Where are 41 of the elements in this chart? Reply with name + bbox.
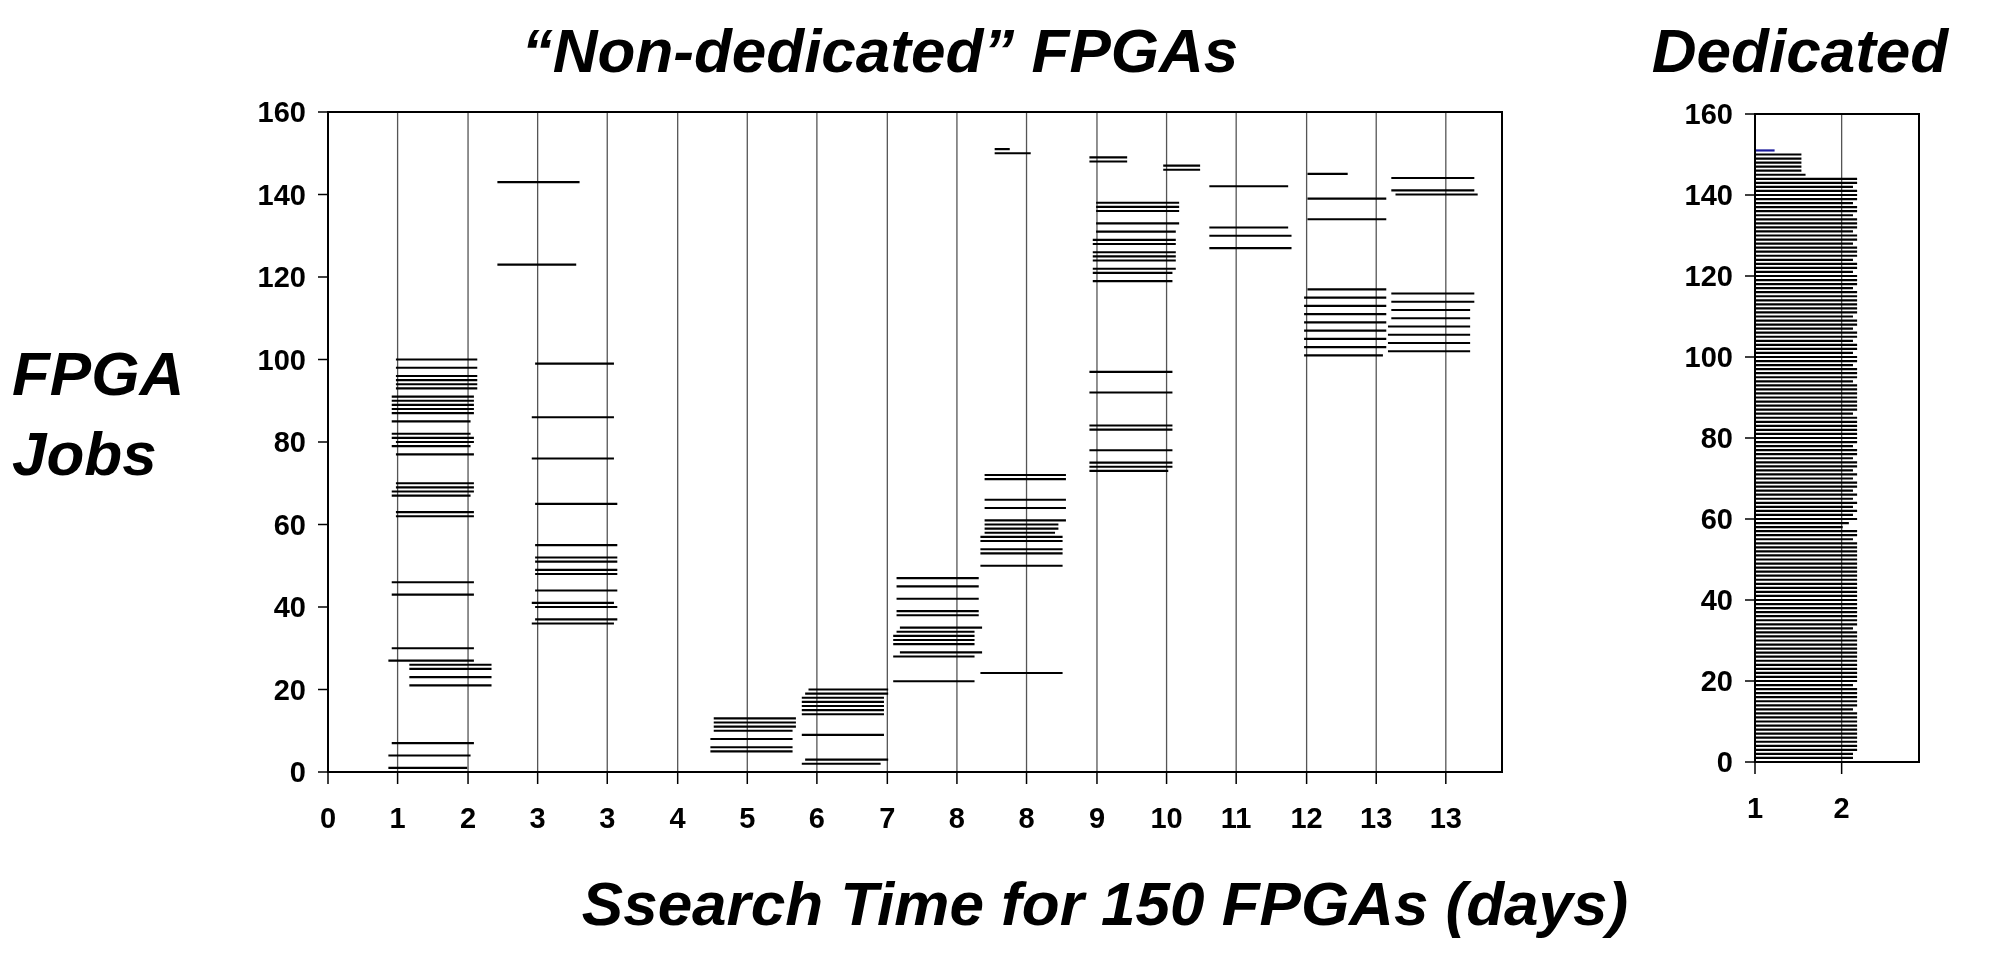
y-tick-label: 160	[257, 96, 306, 129]
y-tick-label: 140	[257, 178, 306, 211]
x-tick-label: 0	[319, 802, 337, 834]
y-tick-label: 20	[1700, 665, 1733, 698]
y-tick-label: 100	[257, 343, 306, 376]
x-tick-label: 3	[529, 802, 546, 834]
x-tick-label: 2	[459, 802, 477, 834]
x-tick-label: 5	[739, 802, 756, 834]
y-tick-label: 40	[1700, 584, 1733, 617]
y-tick-label: 140	[1684, 179, 1733, 212]
y-tick-label: 120	[1684, 260, 1733, 293]
y-axis-title: FPGA Jobs	[12, 339, 185, 488]
x-tick-label: 8	[948, 802, 965, 834]
x-tick-label: 12	[1290, 802, 1323, 834]
x-tick-label: 3	[599, 802, 616, 834]
x-axis-title: Ssearch Time for 150 FPGAs (days)	[581, 869, 1629, 938]
chart-title: Dedicated	[1651, 16, 1950, 85]
x-tick-label: 8	[1018, 802, 1035, 834]
y-tick-label: 100	[1684, 341, 1733, 374]
y-tick-label: 60	[1700, 503, 1733, 536]
y-tick-label: 80	[1700, 422, 1733, 455]
y-tick-label: 20	[273, 673, 306, 706]
x-tick-label: 1	[389, 802, 406, 834]
y-tick-label: 0	[289, 756, 306, 789]
x-tick-label: 2	[1833, 792, 1850, 824]
x-tick-label: 13	[1429, 802, 1462, 834]
chart-title: “Non-dedicated” FPGAs	[521, 16, 1239, 85]
x-tick-label: 9	[1088, 802, 1106, 834]
x-tick-label: 10	[1150, 802, 1183, 834]
x-tick-label: 7	[879, 802, 896, 834]
x-tick-label: 6	[808, 802, 825, 834]
y-tick-label: 0	[1716, 746, 1733, 779]
y-tick-label: 120	[257, 261, 306, 294]
x-tick-label: 13	[1360, 802, 1393, 834]
x-tick-label: 4	[669, 802, 686, 834]
y-tick-label: 40	[273, 591, 306, 624]
x-tick-label: 11	[1220, 802, 1252, 834]
x-tick-label: 1	[1746, 792, 1764, 824]
y-tick-label: 160	[1684, 98, 1733, 131]
y-tick-label: 60	[273, 508, 306, 541]
y-tick-label: 80	[273, 426, 306, 459]
